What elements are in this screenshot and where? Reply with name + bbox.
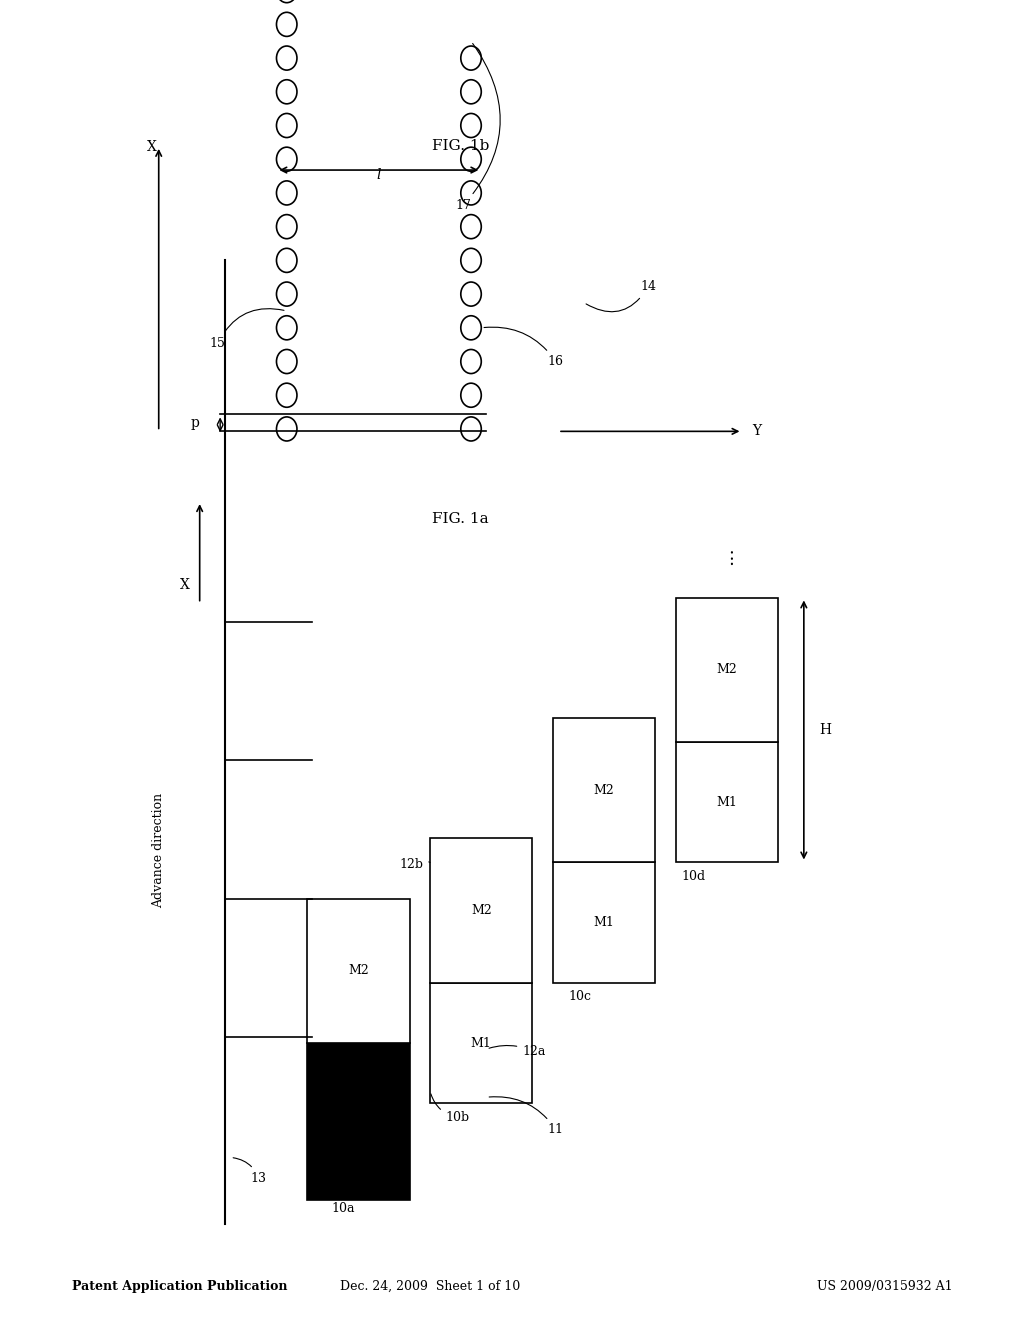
Text: FIG. 1a: FIG. 1a (432, 512, 489, 527)
Text: M2: M2 (471, 904, 492, 917)
Text: 10b: 10b (431, 1094, 470, 1125)
Text: 16: 16 (484, 327, 564, 368)
Text: H: H (819, 723, 831, 737)
Text: Y: Y (753, 424, 762, 438)
Text: 13: 13 (233, 1158, 267, 1184)
Text: 10c: 10c (568, 990, 591, 1003)
Text: X: X (179, 578, 189, 593)
Text: US 2009/0315932 A1: US 2009/0315932 A1 (817, 1280, 952, 1292)
Text: M2: M2 (717, 663, 737, 676)
Text: 10d: 10d (681, 870, 706, 883)
Text: M2: M2 (348, 965, 369, 977)
Text: M1: M1 (717, 796, 737, 809)
Text: M1: M1 (471, 1036, 492, 1049)
FancyBboxPatch shape (307, 899, 410, 1043)
Text: 10a: 10a (332, 1203, 354, 1216)
Text: FIG. 1b: FIG. 1b (432, 139, 489, 153)
Text: 12b: 12b (399, 858, 430, 871)
Text: 12a: 12a (489, 1045, 546, 1059)
Text: 15: 15 (210, 309, 284, 350)
Text: Patent Application Publication: Patent Application Publication (72, 1280, 287, 1292)
Text: Dec. 24, 2009  Sheet 1 of 10: Dec. 24, 2009 Sheet 1 of 10 (340, 1280, 520, 1292)
FancyBboxPatch shape (676, 742, 778, 862)
Text: Advance direction: Advance direction (153, 793, 165, 908)
FancyBboxPatch shape (553, 862, 655, 983)
Text: 17: 17 (456, 44, 500, 211)
FancyBboxPatch shape (430, 983, 532, 1104)
FancyBboxPatch shape (676, 598, 778, 742)
Text: 11: 11 (489, 1097, 564, 1137)
Text: X: X (146, 140, 157, 154)
FancyBboxPatch shape (307, 1043, 410, 1200)
FancyBboxPatch shape (553, 718, 655, 862)
Text: M2: M2 (594, 784, 614, 797)
FancyBboxPatch shape (430, 838, 532, 983)
Text: l: l (377, 168, 381, 182)
Text: p: p (190, 416, 200, 430)
Text: ...: ... (718, 546, 736, 565)
Text: M1: M1 (594, 916, 614, 929)
Text: 14: 14 (586, 280, 656, 312)
